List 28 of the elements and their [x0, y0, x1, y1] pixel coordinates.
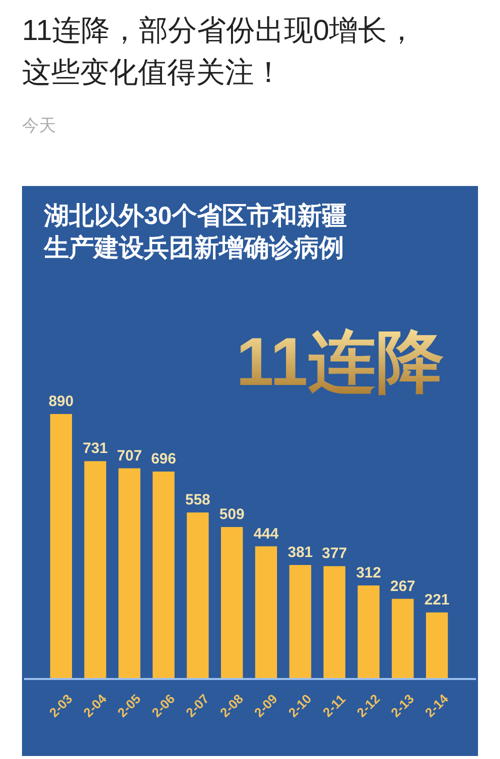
- bar: [358, 585, 380, 678]
- data-label: 731: [82, 440, 108, 458]
- bar: [186, 512, 209, 678]
- bar: [289, 564, 312, 678]
- bar: [118, 468, 140, 678]
- bar: [426, 612, 448, 678]
- data-label: 558: [185, 491, 210, 508]
- data-label: 444: [254, 525, 280, 542]
- chart-title: 11连降，部分省份出现0增长，这些变化值得关注！: [22, 14, 418, 91]
- data-label: 221: [424, 591, 450, 608]
- chart-subtitle: 湖北以外30个省区市和新疆生产建设兵团新增确诊病例: [44, 201, 348, 264]
- data-label: 696: [151, 450, 176, 468]
- data-label: 381: [288, 544, 313, 561]
- data-label: 509: [219, 506, 244, 524]
- bar: [255, 546, 278, 678]
- bar: [84, 461, 106, 678]
- data-label: 267: [390, 578, 416, 595]
- text: 今天: [22, 115, 56, 137]
- bar: [220, 527, 243, 678]
- bar: [152, 472, 175, 678]
- text: 11连降: [236, 324, 444, 400]
- data-label: 312: [356, 564, 382, 582]
- data-label: 377: [322, 545, 347, 562]
- bar: [323, 566, 346, 678]
- data-label: 890: [48, 393, 74, 410]
- data-label: 707: [116, 447, 142, 464]
- bar: [50, 414, 72, 678]
- bar: [392, 598, 414, 678]
